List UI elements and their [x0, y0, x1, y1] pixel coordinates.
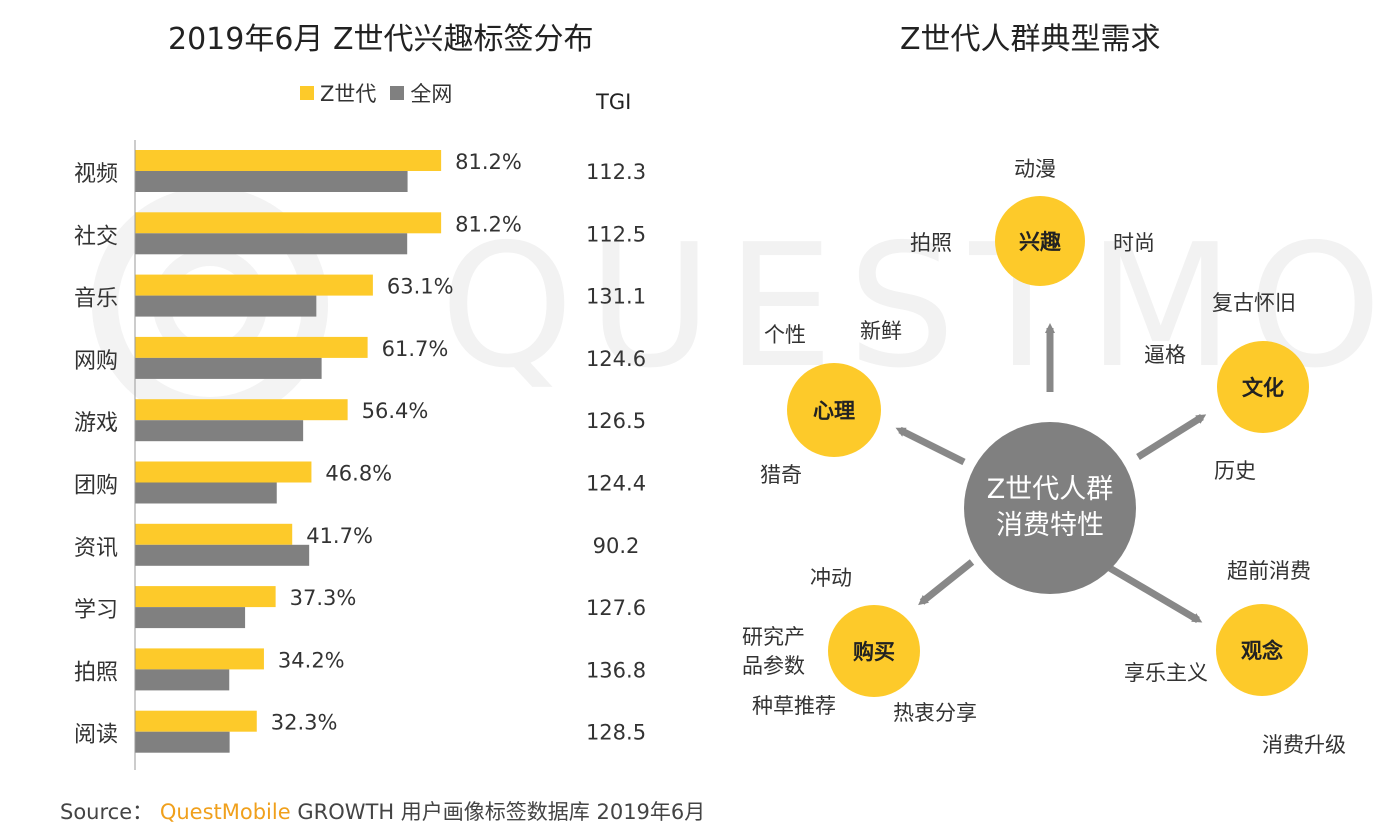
bar-zgen: [135, 399, 348, 421]
left-chart-title: 2019年6月 Z世代兴趣标签分布: [168, 22, 594, 57]
category-label: 阅读: [74, 723, 118, 748]
legend-swatch-all: [390, 86, 405, 100]
source-rest: GROWTH 用户画像标签数据库 2019年6月: [297, 800, 706, 824]
category-label: 资讯: [74, 536, 118, 561]
word-anime: 动漫: [1014, 157, 1056, 181]
legend-label-zgen: Z世代: [320, 82, 377, 106]
word-individuality: 个性: [764, 323, 806, 347]
bar-all: [135, 607, 246, 629]
data-label-zgen: 32.3%: [271, 711, 338, 735]
category-label: 学习: [74, 598, 118, 623]
arrow-psychology: [895, 426, 966, 466]
word-impulse: 冲动: [810, 566, 852, 590]
category-label: 社交: [74, 224, 118, 249]
data-label-zgen: 61.7%: [382, 337, 449, 361]
bar-all: [135, 482, 277, 504]
word-advance-spend: 超前消费: [1227, 559, 1311, 583]
bar-zgen: [135, 523, 293, 545]
node-interest-label: 兴趣: [1019, 230, 1061, 254]
bar-zgen: [135, 150, 442, 171]
bar-zgen: [135, 336, 368, 358]
legend-swatch-zgen: [300, 86, 314, 100]
bar-all: [135, 669, 230, 691]
tgi-value: 124.6: [586, 347, 646, 371]
word-research1: 研究产: [742, 625, 805, 649]
word-research2: 品参数: [742, 654, 805, 678]
node-concept: 观念: [1216, 604, 1308, 696]
tgi-value: 136.8: [586, 658, 646, 682]
word-retro: 复古怀旧: [1212, 291, 1296, 315]
word-hedonism: 享乐主义: [1124, 661, 1208, 685]
tgi-value: 126.5: [586, 409, 646, 433]
word-style: 逼格: [1144, 343, 1186, 367]
node-culture: 文化: [1217, 341, 1309, 433]
data-label-zgen: 81.2%: [455, 150, 522, 174]
category-label: 视频: [74, 162, 118, 187]
source-note: Source： QuestMobile GROWTH 用户画像标签数据库 201…: [60, 796, 705, 826]
category-label: 游戏: [74, 411, 118, 436]
bar-all: [135, 357, 322, 379]
bar-all: [135, 233, 408, 255]
data-label-zgen: 41.7%: [306, 524, 373, 548]
bar-all: [135, 295, 317, 317]
bar-all: [135, 171, 408, 192]
word-recommend: 种草推荐: [752, 694, 836, 718]
right-diagram-title: Z世代人群典型需求: [900, 22, 1161, 57]
node-concept-label: 观念: [1241, 639, 1283, 663]
bar-all: [135, 544, 310, 566]
node-culture-label: 文化: [1242, 376, 1284, 400]
word-fashion: 时尚: [1113, 231, 1155, 255]
tgi-value: 124.4: [586, 472, 646, 496]
word-upgrade: 消费升级: [1262, 733, 1346, 757]
center-line1: Z世代人群: [986, 473, 1114, 505]
bar-all: [135, 731, 230, 753]
tgi-value: 90.2: [593, 534, 640, 558]
word-share: 热衷分享: [893, 701, 977, 725]
node-psychology-label: 心理: [813, 399, 855, 423]
source-prefix: Source：: [60, 800, 154, 824]
tgi-value: 112.3: [586, 160, 646, 184]
center-line2: 消费特性: [996, 510, 1104, 541]
bar-chart: 81.2% 视频 112.3 81.2% 社交 112.5 63.1% 音乐 131.1 61.7…: [74, 140, 646, 770]
bar-zgen: [135, 274, 373, 296]
bar-zgen: [135, 648, 264, 670]
data-label-zgen: 81.2%: [455, 212, 522, 236]
category-label: 网购: [74, 349, 118, 374]
word-history: 历史: [1214, 459, 1256, 483]
chart-legend: Z世代 全网: [300, 78, 452, 108]
tgi-value: 112.5: [586, 222, 646, 246]
tgi-header: TGI: [596, 90, 632, 114]
bar-zgen: [135, 461, 312, 483]
legend-label-all: 全网: [410, 82, 453, 106]
bar-zgen: [135, 212, 442, 234]
node-psychology: 心理: [787, 363, 881, 457]
mind-map-arrows: [895, 323, 1207, 624]
word-novelty: 新鲜: [860, 319, 902, 343]
data-label-zgen: 46.8%: [325, 462, 392, 486]
category-label: 音乐: [74, 287, 118, 312]
word-photo: 拍照: [910, 231, 952, 255]
word-curiosity: 猎奇: [760, 463, 802, 487]
data-label-zgen: 56.4%: [362, 399, 429, 423]
center-node: Z世代人群消费特性: [964, 422, 1136, 594]
arrow-purchase: [918, 559, 975, 606]
node-purchase-label: 购买: [853, 640, 895, 664]
arrow-culture: [1136, 414, 1207, 460]
bar-zgen: [135, 710, 257, 732]
tgi-value: 128.5: [586, 721, 646, 745]
category-label: 团购: [74, 474, 118, 499]
tgi-value: 131.1: [586, 285, 646, 309]
arrow-concept: [1106, 563, 1203, 624]
mind-map: Z世代人群消费特性 兴趣 文化 心理 购买 观念 动漫 拍照 时尚 复古怀旧 逼…: [700, 130, 1390, 770]
bar-all: [135, 420, 304, 442]
data-label-zgen: 34.2%: [278, 648, 345, 672]
node-purchase: 购买: [828, 605, 920, 697]
data-label-zgen: 37.3%: [290, 586, 357, 610]
bar-zgen: [135, 586, 276, 608]
category-label: 拍照: [74, 660, 118, 685]
source-brand: QuestMobile: [159, 800, 291, 824]
tgi-value: 127.6: [586, 596, 646, 620]
node-interest: 兴趣: [995, 196, 1085, 286]
data-label-zgen: 63.1%: [387, 275, 454, 299]
